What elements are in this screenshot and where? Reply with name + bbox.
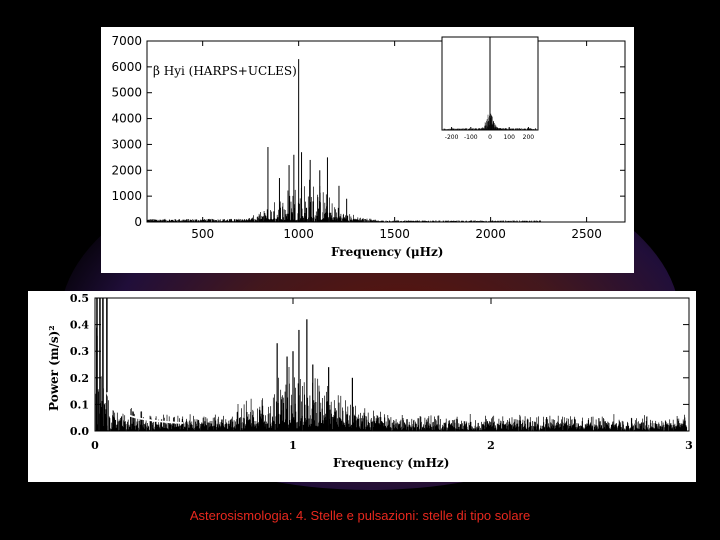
- y-tick-label: 7000: [111, 34, 142, 48]
- inset-x-tick-label: 100: [503, 134, 515, 141]
- y-tick-label: 0.5: [70, 292, 89, 305]
- y-tick-label: 1000: [111, 189, 142, 203]
- x-axis-title: Frequency (μHz): [331, 245, 444, 259]
- x-tick-label: 2500: [571, 227, 602, 241]
- y-tick-label: 0.3: [70, 345, 89, 358]
- inset-x-tick-label: 0: [488, 134, 492, 141]
- inset-window-noise: [443, 113, 537, 130]
- y-tick-label: 0.4: [70, 319, 89, 332]
- spectrum-noise: [95, 327, 688, 431]
- background-fit-curve: [106, 391, 184, 424]
- y-tick-label: 3000: [111, 137, 142, 151]
- inset: -200 -100 0 100 200: [441, 36, 539, 141]
- y-tick-label: 2000: [111, 163, 142, 177]
- x-tick-label: 500: [191, 227, 214, 241]
- y-tick-label: 5000: [111, 86, 142, 100]
- y-tick-label: 6000: [111, 60, 142, 74]
- y-tick-label: 0.2: [70, 372, 89, 385]
- x-axis-title: Frequency (mHz): [333, 456, 449, 470]
- y-tick-label: 0: [134, 215, 142, 229]
- power-spectrum-chart-bottom: 0.0 0.1 0.2 0.3 0.4 0.5 0 1 2 3 Frequency (mHz) P…: [47, 292, 693, 470]
- slide-caption: Asterosismologia: 4. Stelle e pulsazioni…: [189, 508, 531, 523]
- y-tick-label: 4000: [111, 112, 142, 126]
- spectrum-panel-top: 0 1000 2000 3000 4000 5000 6000 7000 500 1000 1500…: [101, 27, 634, 273]
- inset-x-tick-label: 200: [523, 134, 535, 141]
- spectrum-noise: [146, 179, 541, 222]
- y-axis-title: Power (m/s)²: [47, 325, 61, 411]
- x-tick-label: 0: [91, 439, 99, 452]
- inset-x-tick-label: -100: [464, 134, 478, 141]
- y-tick-label: 0.0: [70, 425, 89, 438]
- plot-frame: [94, 297, 690, 432]
- chart-title: β Hyi (HARPS+UCLES): [153, 64, 297, 78]
- x-tick-label: 1000: [283, 227, 314, 241]
- x-tick-label: 2000: [475, 227, 506, 241]
- y-tick-label: 0.1: [70, 398, 89, 411]
- inset-x-tick-label: -200: [445, 134, 459, 141]
- x-tick-label: 1: [289, 439, 297, 452]
- x-tick-label: 2: [487, 439, 495, 452]
- x-tick-label: 1500: [379, 227, 410, 241]
- spectrum-panel-bottom: 0.0 0.1 0.2 0.3 0.4 0.5 0 1 2 3 Frequency (mHz) P…: [28, 291, 696, 482]
- x-tick-label: 3: [685, 439, 693, 452]
